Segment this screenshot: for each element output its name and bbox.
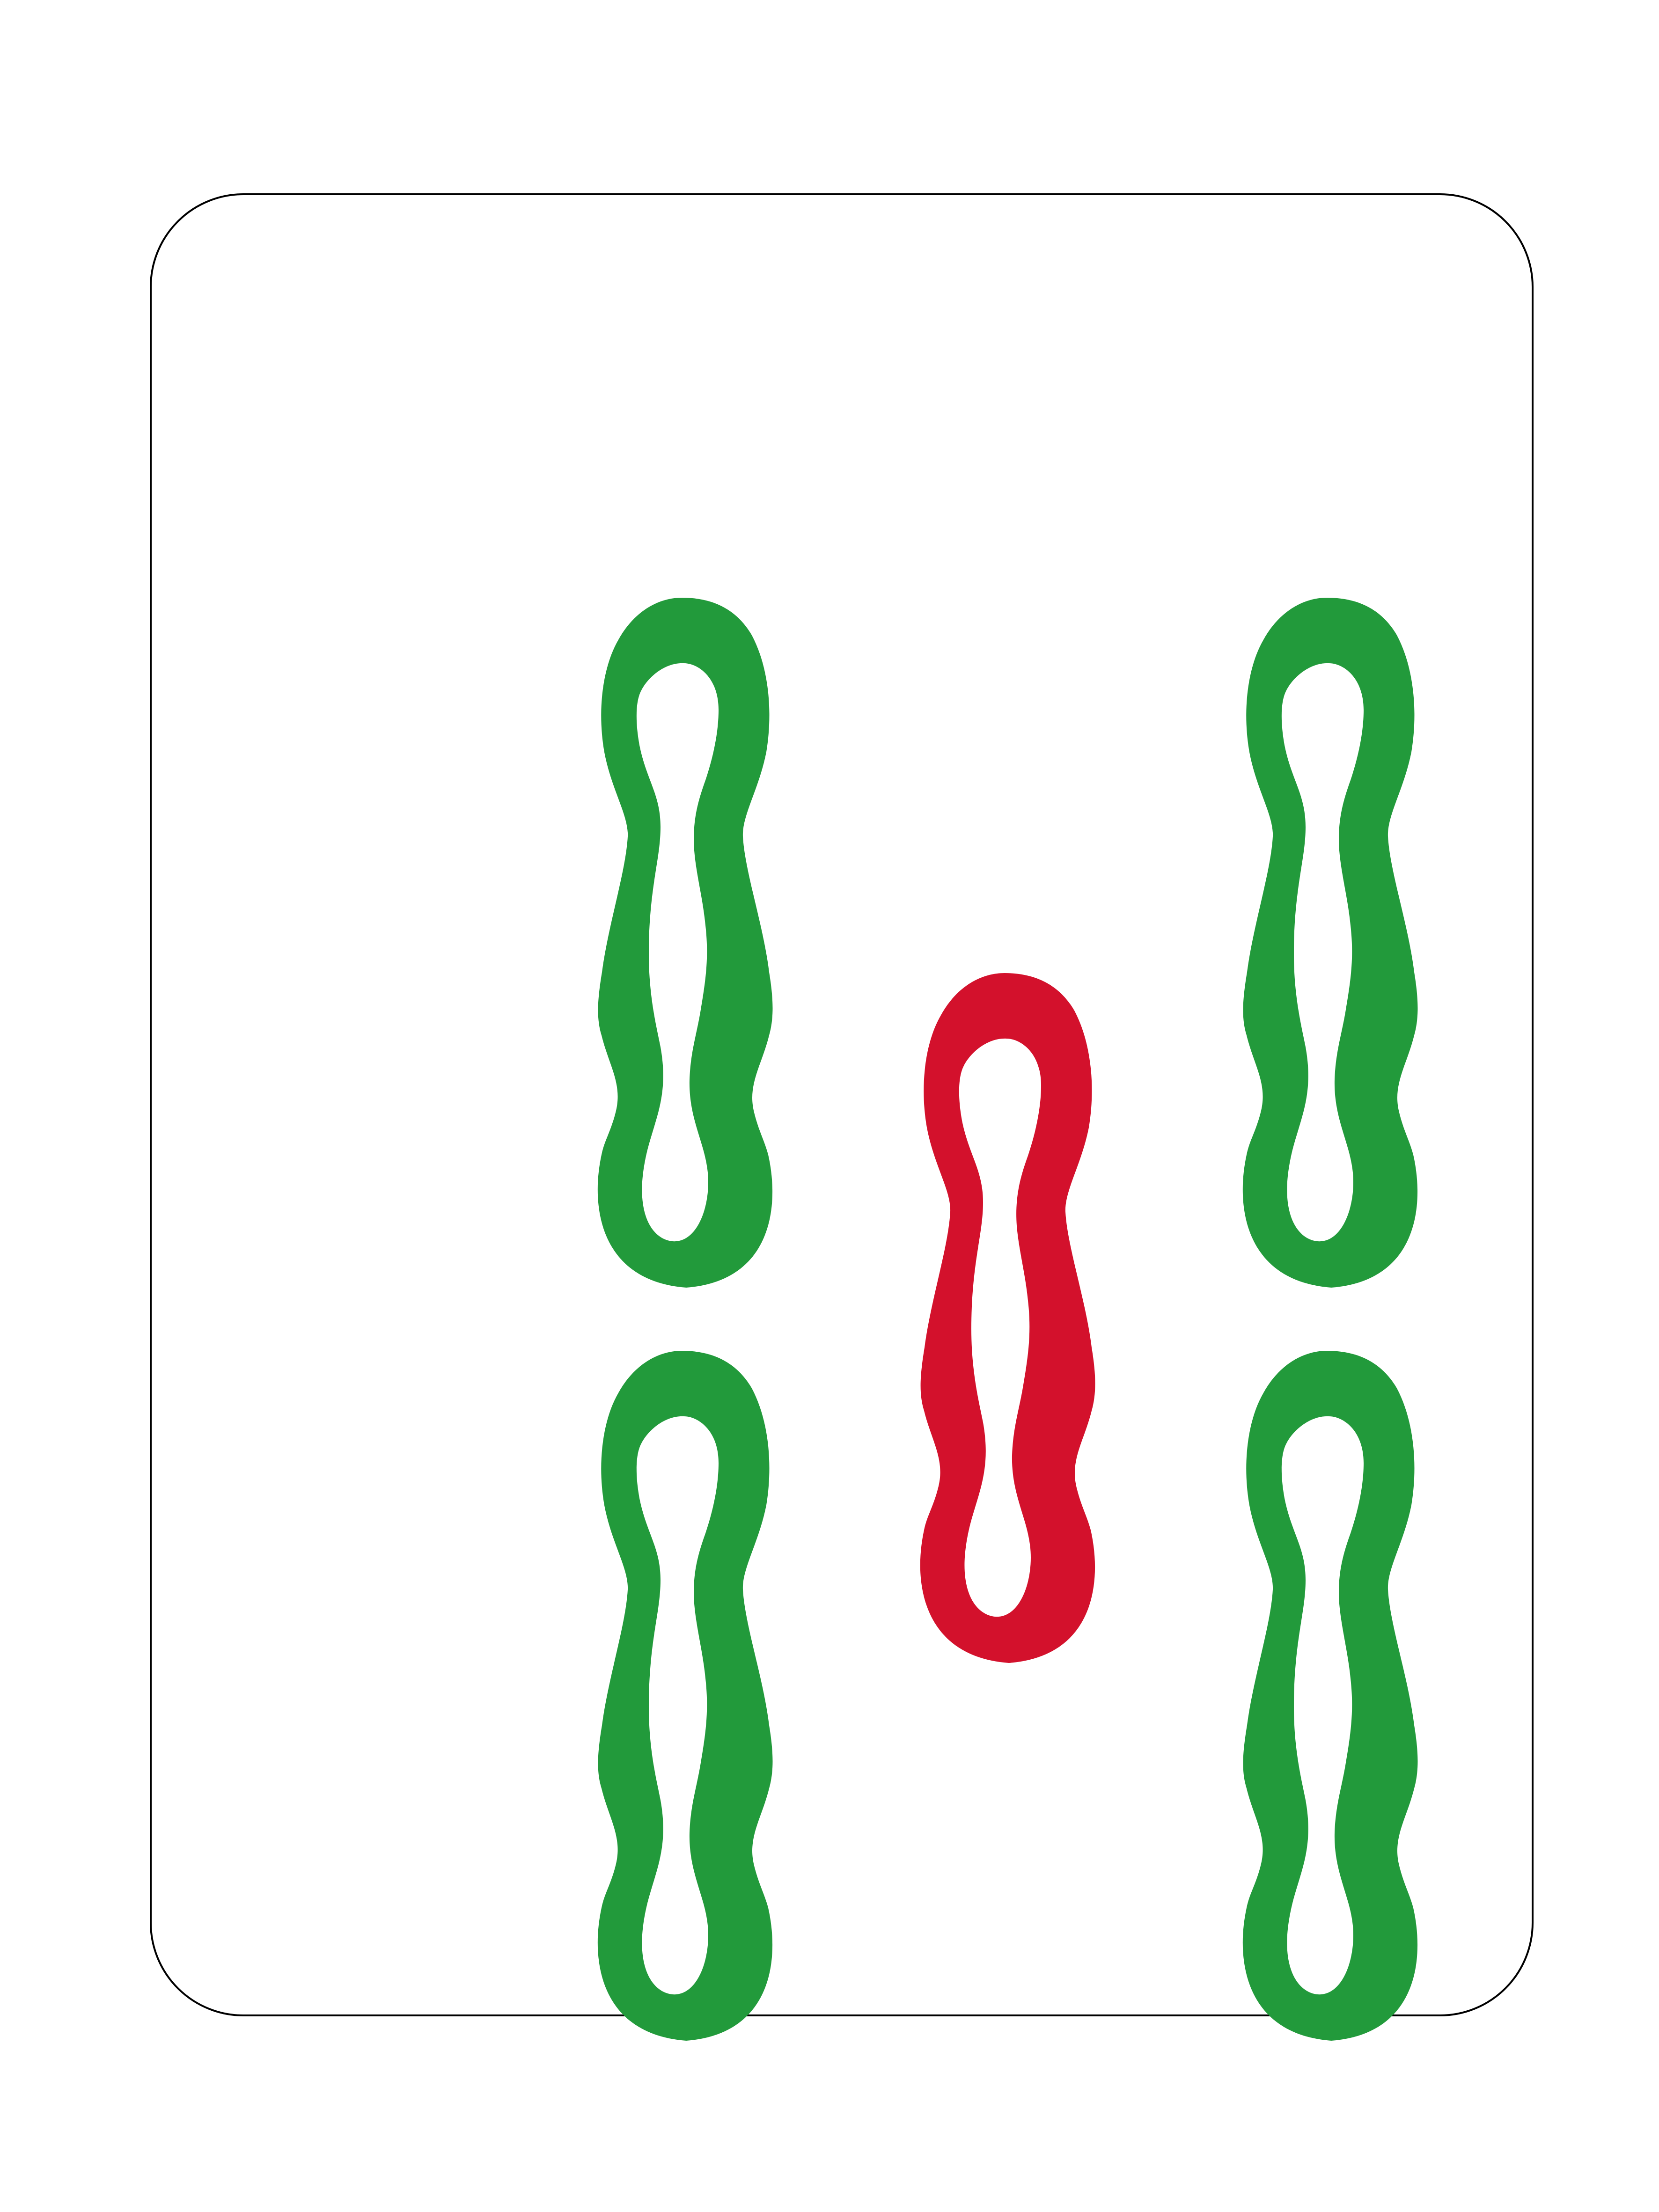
bamboo-stick-icon xyxy=(918,973,1103,1663)
mahjong-tile[interactable] xyxy=(150,193,1534,2041)
bamboo-stick-icon xyxy=(595,1351,780,2041)
bamboo-stick-icon xyxy=(1240,598,1425,1288)
bamboo-stick-icon xyxy=(595,598,780,1288)
bamboo-stick-icon xyxy=(1240,1351,1425,2041)
